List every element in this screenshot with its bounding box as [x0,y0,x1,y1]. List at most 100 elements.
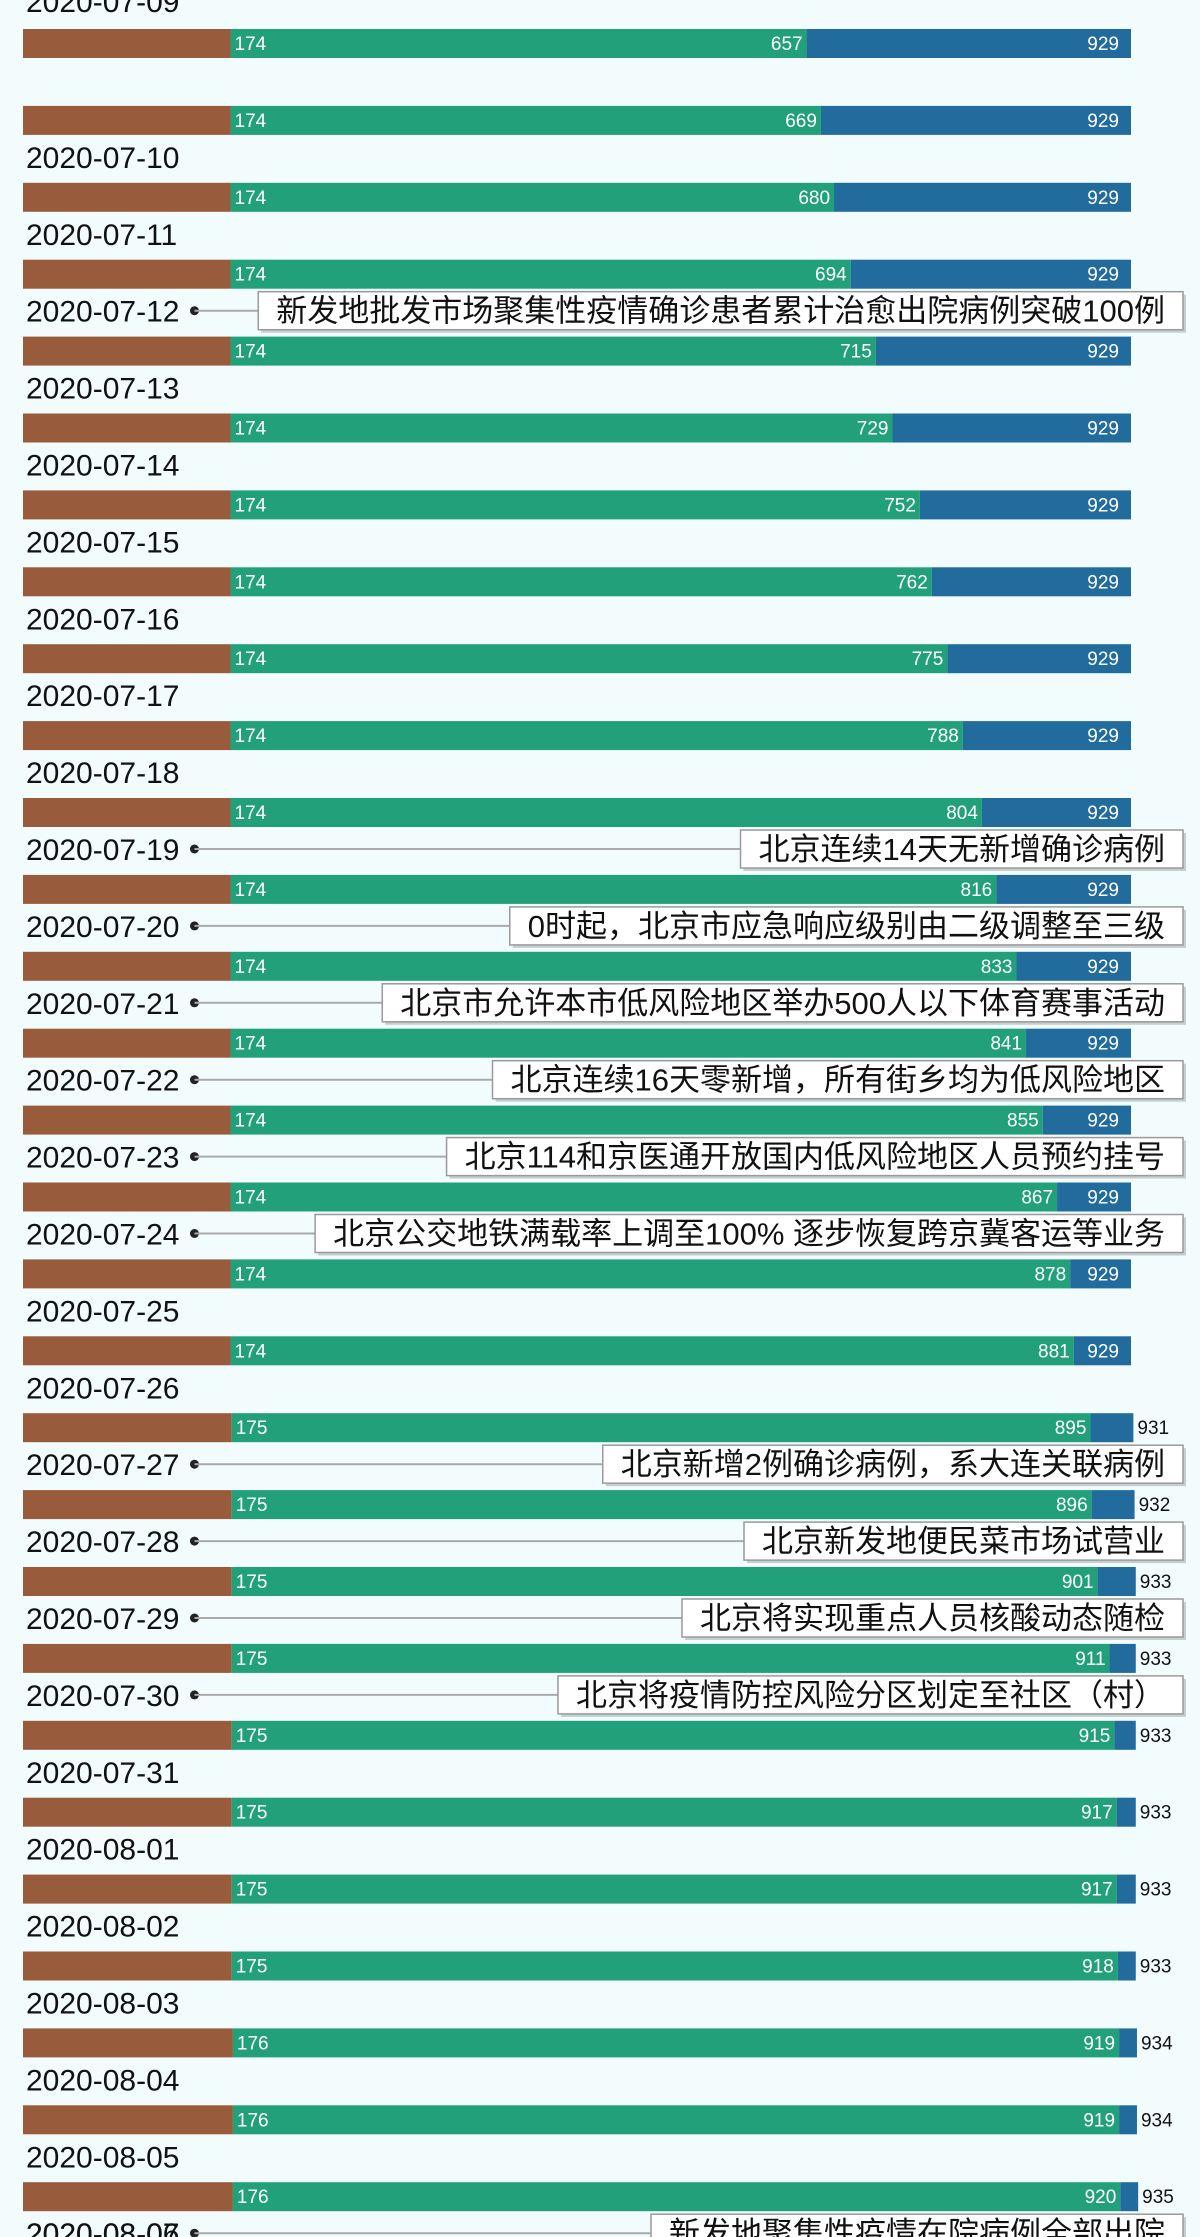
bar-segment-second [230,1105,1043,1135]
bar-label-second: 896 [1056,1495,1088,1516]
bar-label-second: 752 [884,495,916,516]
bar-label-first: 175 [236,1726,268,1747]
bar-segment-third [1116,1797,1136,1827]
bar-label-first: 174 [235,419,267,440]
bar-segment-second [230,721,963,751]
date-label: 2020-07-29 [26,1603,179,1636]
bar-segment-second [230,1336,1074,1366]
date-label: 2020-07-23 [26,1142,179,1175]
bar-label-second: 867 [1021,1188,1053,1209]
bar-label-second: 804 [946,803,978,824]
bar-segment-third [1114,1720,1136,1750]
bar-segment-second [231,1643,1110,1673]
bar-segment-first [23,1567,232,1596]
bar-segment-second [231,1720,1115,1750]
date-label: 2020-07-09 [26,0,179,19]
bar-segment-first [23,798,231,827]
bar-label-first: 174 [235,1264,267,1285]
annotation-box [381,983,1184,1023]
bar-total-label: 933 [1140,1880,1172,1901]
bar-total-label: 933 [1140,1957,1172,1978]
date-label: 2020-07-28 [26,1526,179,1559]
bar-label-first: 174 [235,649,267,670]
date-label: 2020-07-11 [26,219,177,252]
bar-label-second: 680 [798,188,830,209]
bar-label-second: 881 [1038,1341,1070,1362]
bar-label-second: 762 [896,572,928,593]
bar-total-label: 934 [1141,2110,1173,2131]
bar-segment-third [1070,1259,1131,1289]
bar-total-label: 929 [1087,1034,1119,1055]
bar-total-label: 929 [1087,1264,1119,1285]
annotation-box [314,1213,1184,1254]
bar-segment-third [1120,2182,1139,2212]
bar-segment-first [23,1643,232,1673]
annotation-text: 北京连续16天零新增，所有街乡均为低风险地区 [511,1063,1165,1098]
date-label: 2020-07-27 [26,1449,179,1482]
bar-label-first: 174 [235,188,267,209]
bar-segment-second [231,1413,1091,1443]
bar-total-label: 932 [1139,1495,1171,1516]
bar-label-first: 174 [235,1341,267,1362]
annotation-box [681,1598,1184,1638]
bar-segment-second [230,567,932,597]
bar-total-label: 929 [1087,726,1119,747]
date-label: 2020-07-19 [26,834,179,867]
bar-label-second: 895 [1055,1418,1087,1439]
bar-segment-third [806,29,1131,58]
bar-total-label: 931 [1137,1418,1169,1439]
bar-segment-third [1119,2028,1137,2058]
bar-label-first: 175 [236,1803,268,1824]
bar-label-second: 915 [1079,1726,1111,1747]
bar-segment-first [23,644,231,674]
bar-segment-third [919,490,1131,520]
bar-segment-third [1119,2105,1137,2135]
bar-segment-first [23,490,231,520]
bar-label-second: 917 [1081,1803,1113,1824]
bar-label-second: 775 [912,649,944,670]
bar-label-second: 841 [990,1034,1022,1055]
date-label: 2020-07-13 [26,373,179,406]
bar-label-first: 175 [236,1880,268,1901]
bar-label-first: 174 [235,1188,267,1209]
bar-segment-third [1026,1028,1131,1058]
bar-label-first: 174 [235,495,267,516]
bar-label-second: 901 [1062,1572,1094,1593]
bar-segment-first [23,1413,232,1443]
bar-segment-first [23,413,231,443]
bar-segment-second [230,951,1017,981]
bar-segment-first [23,1874,232,1904]
bar-total-label: 929 [1087,803,1119,824]
bar-label-second: 917 [1081,1880,1113,1901]
annotation-text: 新发地批发市场聚集性疫情确诊患者累计治愈出院病例突破100例 [276,294,1165,329]
bar-segment-second [230,1259,1071,1289]
bar-label-first: 174 [235,1111,267,1132]
bar-segment-second [230,336,876,366]
bar-segment-first [23,1259,231,1289]
date-label: 2020-07-30 [26,1680,179,1713]
bar-label-second: 694 [815,265,847,286]
date-label: 2020-08-01 [26,1834,179,1867]
bar-label-first: 174 [235,880,267,901]
bar-label-second: 919 [1083,2110,1115,2131]
bar-segment-second [230,259,851,289]
bar-segment-second [232,2105,1120,2135]
bar-segment-third [981,798,1131,827]
annotation-text: 北京公交地铁满载率上调至100% 逐步恢复跨京冀客运等业务 [333,1217,1165,1252]
bar-total-label: 933 [1140,1726,1172,1747]
bar-segment-second [230,490,920,520]
bar-total-label: 929 [1087,957,1119,978]
bar-segment-second [230,874,997,904]
bar-total-label: 929 [1087,495,1119,516]
bar-segment-third [1117,1951,1136,1981]
bar-label-first: 174 [235,803,267,824]
bar-segment-first [23,2182,233,2212]
bar-label-second: 911 [1075,1649,1105,1670]
date-label: 2020-07-17 [26,680,179,713]
bar-total-label: 935 [1142,2187,1174,2208]
annotation-box [743,1521,1184,1561]
date-label: 2020-08-07 [26,2218,179,2237]
bar-total-label: 929 [1087,34,1119,55]
